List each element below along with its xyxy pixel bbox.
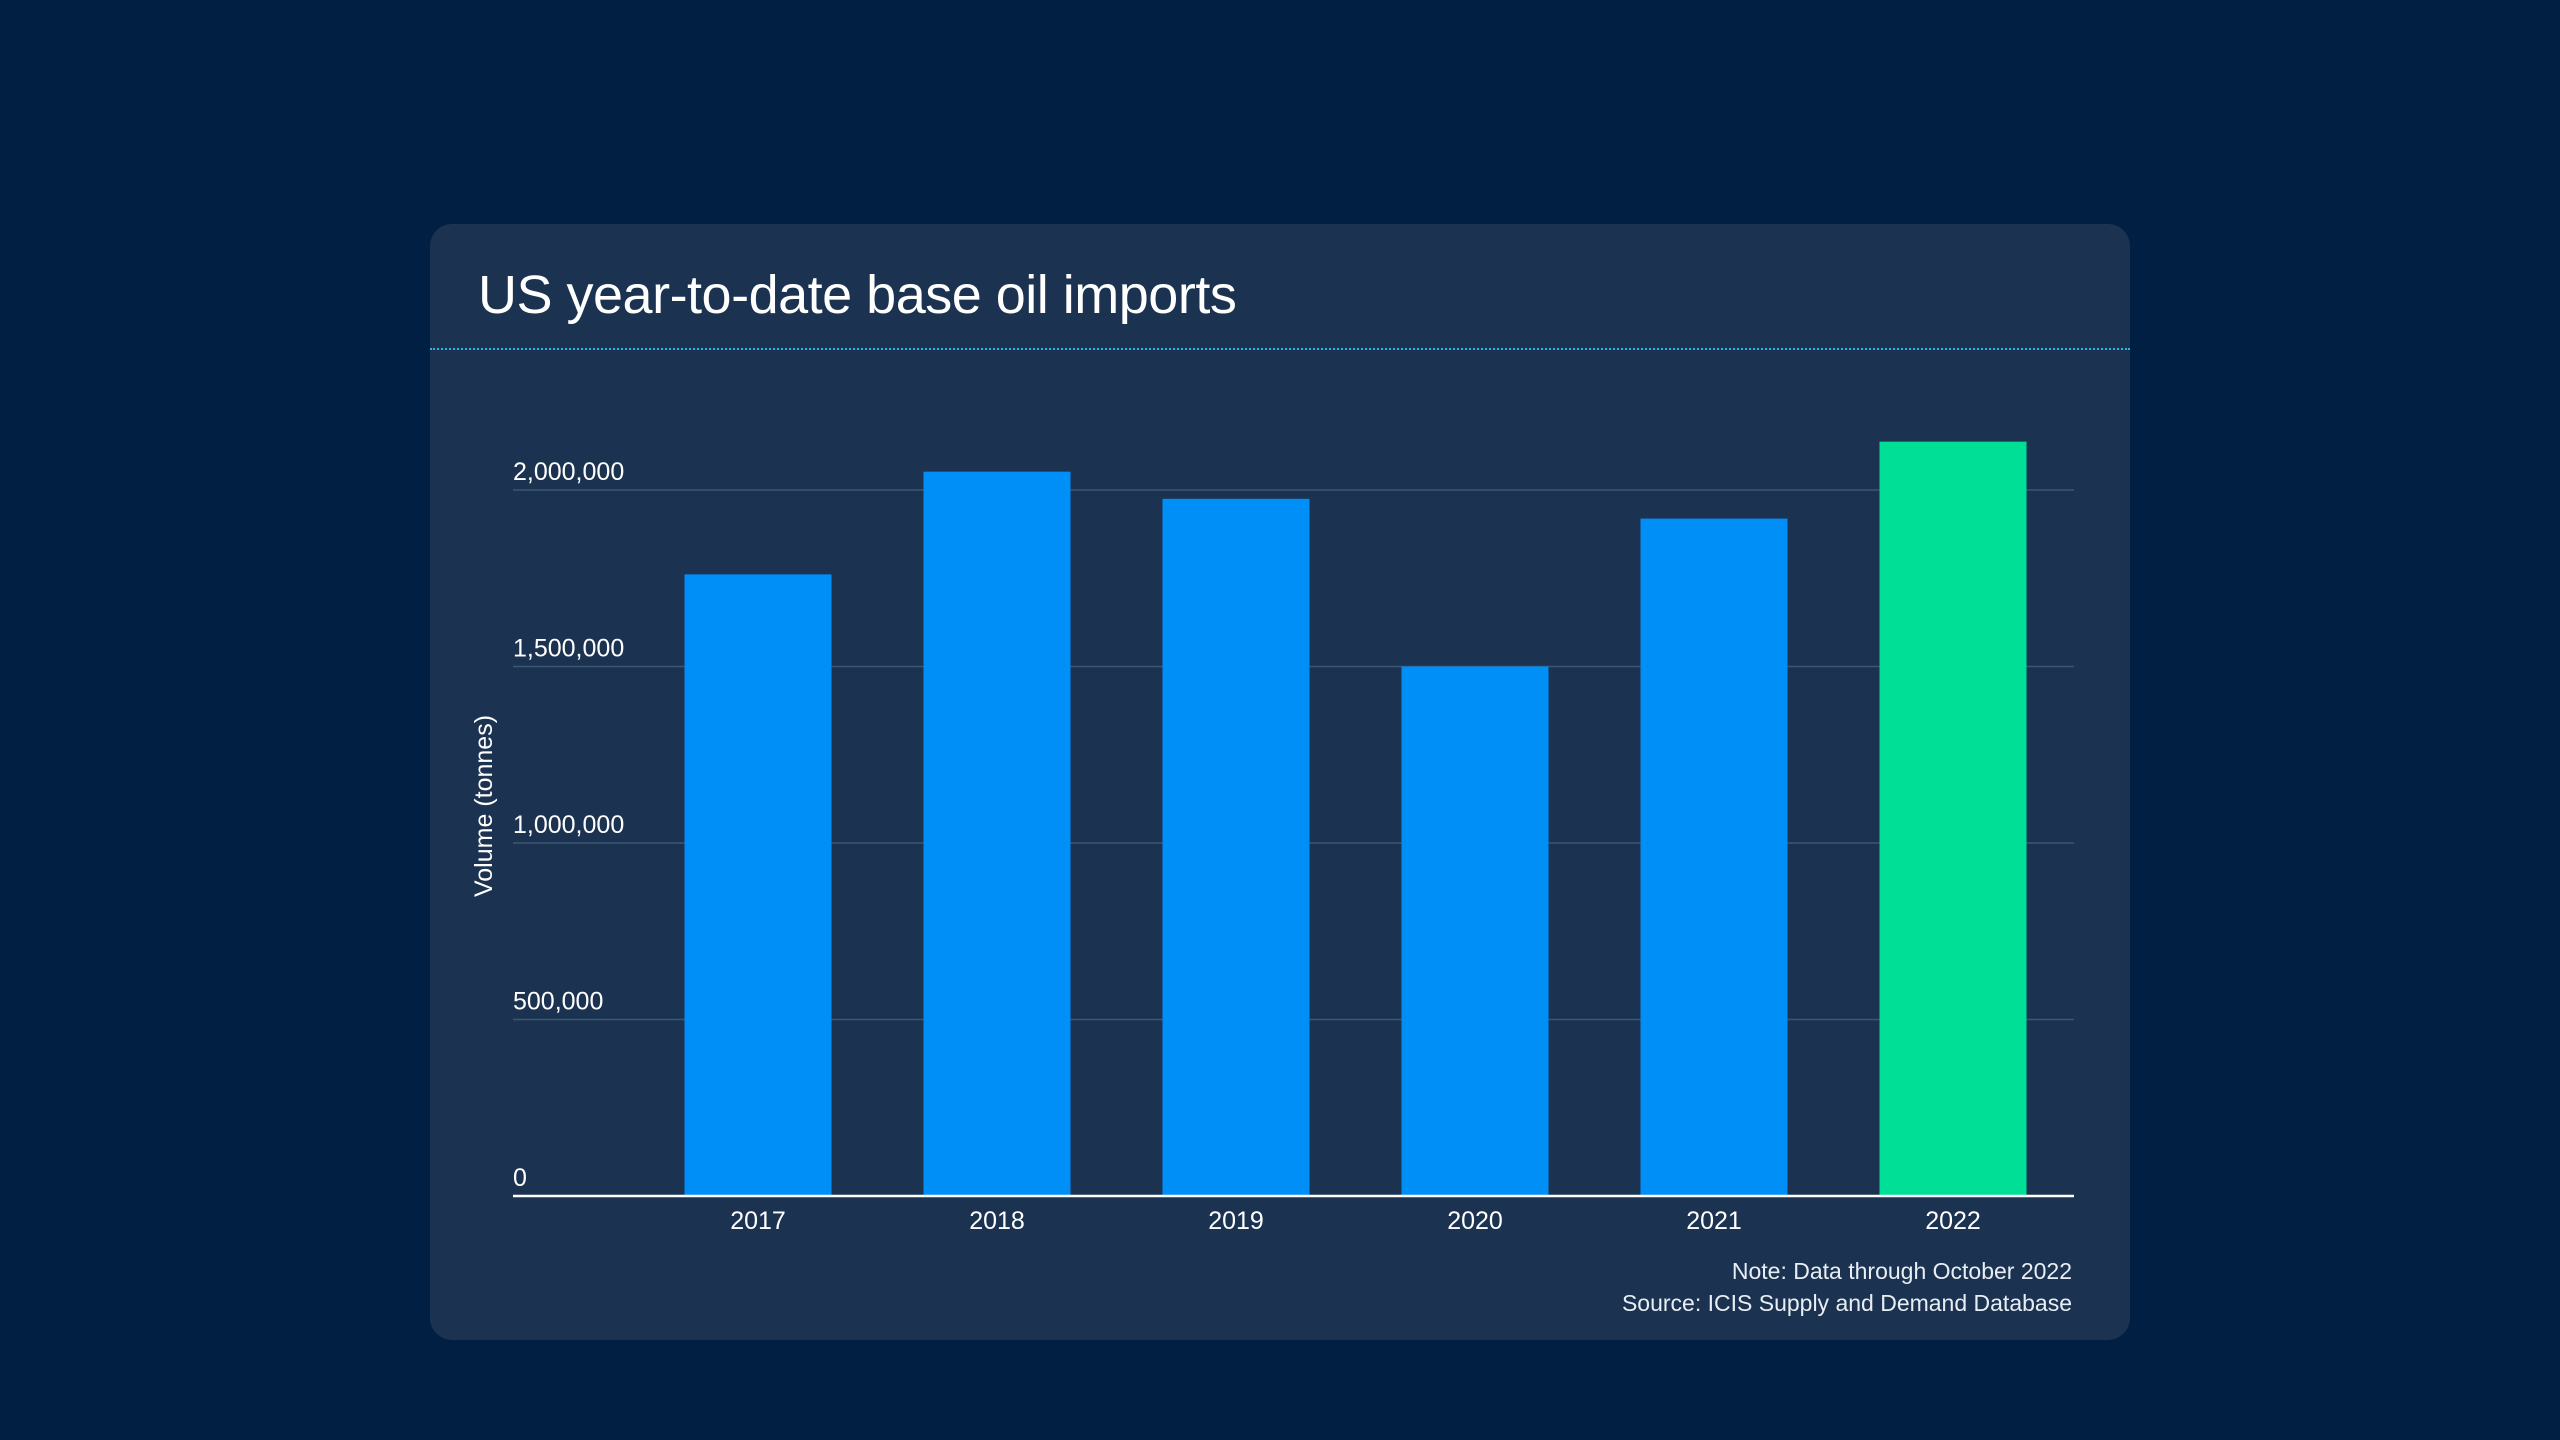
x-tick-label: 2021	[1686, 1207, 1742, 1235]
bar-2021	[1640, 518, 1788, 1196]
y-tick-labels: 0 500,000 1,000,000 1,500,000 2,000,000	[513, 458, 624, 1192]
footer-note: Note: Data through October 2022	[1731, 1258, 2072, 1284]
bar-2020	[1401, 666, 1549, 1196]
bars	[684, 441, 2027, 1196]
bar-2022	[1879, 441, 2027, 1196]
y-axis-label: Volume (tonnes)	[470, 715, 498, 897]
x-tick-label: 2017	[730, 1207, 786, 1235]
bar-chart: 0 500,000 1,000,000 1,500,000 2,000,000 2017…	[470, 441, 2074, 1235]
x-tick-label: 2019	[1208, 1207, 1264, 1235]
footer-source: Source: ICIS Supply and Demand Database	[1621, 1290, 2072, 1316]
title-divider	[430, 348, 2130, 350]
y-tick-label: 500,000	[513, 988, 603, 1016]
chart-title: US year-to-date base oil imports	[478, 265, 1237, 325]
x-tick-label: 2018	[969, 1207, 1025, 1235]
chart-card: US year-to-date base oil imports 0 500,00…	[430, 224, 2130, 1340]
bar-2017	[684, 574, 832, 1196]
x-tick-label: 2020	[1447, 1207, 1503, 1235]
y-tick-label: 1,000,000	[513, 811, 624, 839]
bar-2019	[1162, 498, 1310, 1196]
y-tick-label: 0	[513, 1164, 527, 1192]
x-tick-labels: 2017 2018 2019 2020 2021 2022	[730, 1207, 1981, 1235]
bar-2018	[923, 471, 1071, 1196]
x-tick-label: 2022	[1925, 1207, 1981, 1235]
y-tick-label: 2,000,000	[513, 458, 624, 486]
y-tick-label: 1,500,000	[513, 635, 624, 663]
